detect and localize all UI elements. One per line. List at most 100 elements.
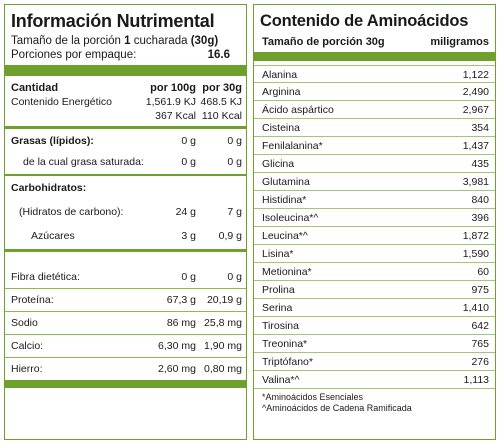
amino-row: Metionina* 60 xyxy=(254,263,495,281)
divider xyxy=(5,249,246,252)
iron-label: Hierro: xyxy=(11,362,43,375)
divider-thick xyxy=(5,65,246,76)
amino-name: Treonina* xyxy=(262,338,308,350)
nutrition-title: Información Nutrimental xyxy=(11,11,215,31)
iron-100g: 2,60 mg xyxy=(158,362,196,375)
footnote-bcaa: ^Aminoácidos de Cadena Ramificada xyxy=(262,403,412,413)
amino-value: 276 xyxy=(471,356,489,368)
amino-name: Valina*^ xyxy=(262,374,300,386)
divider xyxy=(5,333,246,335)
fiber-30g: 0 g xyxy=(227,270,242,283)
amino-list: Alanina 1,122 Arginina 2,490 Ácido aspártico… xyxy=(254,65,495,389)
amino-value: 2,490 xyxy=(462,86,489,98)
amino-name: Histidina* xyxy=(262,194,307,206)
amino-row: Ácido aspártico 2,967 xyxy=(254,101,495,119)
portions-row: Porciones por empaque: 16.6 xyxy=(5,48,246,62)
energy-kj-30g: 468.5 KJ xyxy=(200,96,242,108)
fat-label: Grasas (lípidos): xyxy=(11,134,94,147)
amino-acids-panel: Contenido de Aminoácidos Tamaño de porci… xyxy=(253,4,496,440)
amino-value: 1,872 xyxy=(462,230,489,242)
amino-row: Valina*^ 1,113 xyxy=(254,371,495,389)
energy-row-kcal: 367 Kcal 110 Kcal xyxy=(5,109,246,123)
amino-row: Glicina 435 xyxy=(254,155,495,173)
sodium-30g: 25,8 mg xyxy=(204,316,242,329)
col-header-label: Cantidad xyxy=(11,82,59,94)
amino-name: Ácido aspártico xyxy=(262,104,334,116)
hydrates-100g: 24 g xyxy=(175,206,196,218)
nutrition-facts-panel: Información Nutrimental Tamaño de la por… xyxy=(4,4,247,440)
amino-name: Glicina xyxy=(262,158,295,170)
amino-row: Leucina*^ 1,872 xyxy=(254,227,495,245)
energy-kj-100g: 1,561.9 KJ xyxy=(145,96,196,108)
divider-thick xyxy=(254,52,495,61)
amino-row: Lisina* 1,590 xyxy=(254,245,495,263)
amino-title: Contenido de Aminoácidos xyxy=(260,12,469,30)
amino-row: Alanina 1,122 xyxy=(254,65,495,83)
amino-header-row: Tamaño de porción 30g miligramos xyxy=(254,34,495,52)
column-header-row: Cantidad por 100g por 30g xyxy=(5,81,246,95)
hydrates-30g: 7 g xyxy=(227,206,242,218)
amino-value: 2,967 xyxy=(462,104,489,116)
amino-row: Triptófano* 276 xyxy=(254,353,495,371)
amino-value: 765 xyxy=(471,338,489,350)
amino-row: Tirosina 642 xyxy=(254,317,495,335)
amino-row: Histidina* 840 xyxy=(254,191,495,209)
divider-thick xyxy=(5,379,246,388)
calcium-row: Calcio: 6,30 mg 1,90 mg xyxy=(5,339,246,353)
fat-row: Grasas (lípidos): 0 g 0 g xyxy=(5,134,246,148)
amino-row: Isoleucina*^ 396 xyxy=(254,209,495,227)
energy-kcal-30g: 110 Kcal xyxy=(201,110,242,122)
col-header-100g: por 100g xyxy=(150,82,196,94)
amino-value: 840 xyxy=(471,194,489,206)
amino-value: 3,981 xyxy=(462,176,489,188)
footnotes: *Aminoácidos Esenciales ^Aminoácidos de … xyxy=(254,389,495,414)
amino-row: Serina 1,410 xyxy=(254,299,495,317)
calcium-100g: 6,30 mg xyxy=(158,339,196,352)
amino-name: Alanina xyxy=(262,69,298,81)
divider xyxy=(5,310,246,312)
hydrates-row: (Hidratos de carbono): 24 g 7 g xyxy=(5,205,246,219)
col-header-30g: por 30g xyxy=(202,82,242,94)
fat-30g: 0 g xyxy=(227,134,242,147)
amino-row: Glutamina 3,981 xyxy=(254,173,495,191)
iron-row: Hierro: 2,60 mg 0,80 mg xyxy=(5,362,246,376)
amino-name: Lisina* xyxy=(262,248,294,260)
divider xyxy=(5,356,246,358)
fat-100g: 0 g xyxy=(181,134,196,147)
amino-name: Tirosina xyxy=(262,320,299,332)
portions-label: Porciones por empaque: xyxy=(11,49,137,61)
amino-value: 60 xyxy=(477,266,489,278)
saturated-fat-100g: 0 g xyxy=(181,155,196,168)
amino-value: 1,410 xyxy=(462,302,489,314)
sodium-label: Sodio xyxy=(11,316,38,329)
saturated-fat-row: de la cual grasa saturada: 0 g 0 g xyxy=(5,155,246,169)
amino-value: 354 xyxy=(471,122,489,134)
protein-label: Proteína: xyxy=(11,293,54,306)
fiber-label: Fibra dietética: xyxy=(11,270,80,283)
energy-row-kj: Contenido Energético 1,561.9 KJ 468.5 KJ xyxy=(5,95,246,109)
amino-name: Serina xyxy=(262,302,293,314)
fiber-100g: 0 g xyxy=(181,270,196,283)
footnote-essential: *Aminoácidos Esenciales xyxy=(262,392,364,402)
sugars-30g: 0,9 g xyxy=(218,230,242,242)
divider xyxy=(5,173,246,176)
protein-30g: 20,19 g xyxy=(206,293,242,306)
hydrates-label: (Hidratos de carbono): xyxy=(19,206,124,218)
amino-value: 1,437 xyxy=(462,140,489,152)
iron-30g: 0,80 mg xyxy=(204,362,242,375)
amino-name: Fenilalanina* xyxy=(262,140,323,152)
energy-kcal-100g: 367 Kcal xyxy=(155,110,196,122)
calcium-30g: 1,90 mg xyxy=(204,339,242,352)
sodium-row: Sodio 86 mg 25,8 mg xyxy=(5,316,246,330)
saturated-fat-label: de la cual grasa saturada: xyxy=(23,155,144,168)
divider xyxy=(5,287,246,289)
amino-value: 435 xyxy=(471,158,489,170)
amino-name: Metionina* xyxy=(262,266,312,278)
carbs-label: Carbohidratos: xyxy=(11,182,87,194)
amino-value: 642 xyxy=(471,320,489,332)
amino-name: Arginina xyxy=(262,86,301,98)
amino-row: Fenilalanina* 1,437 xyxy=(254,137,495,155)
amino-name: Glutamina xyxy=(262,176,310,188)
amino-name: Triptófano* xyxy=(262,356,313,368)
sugars-100g: 3 g xyxy=(181,230,196,242)
